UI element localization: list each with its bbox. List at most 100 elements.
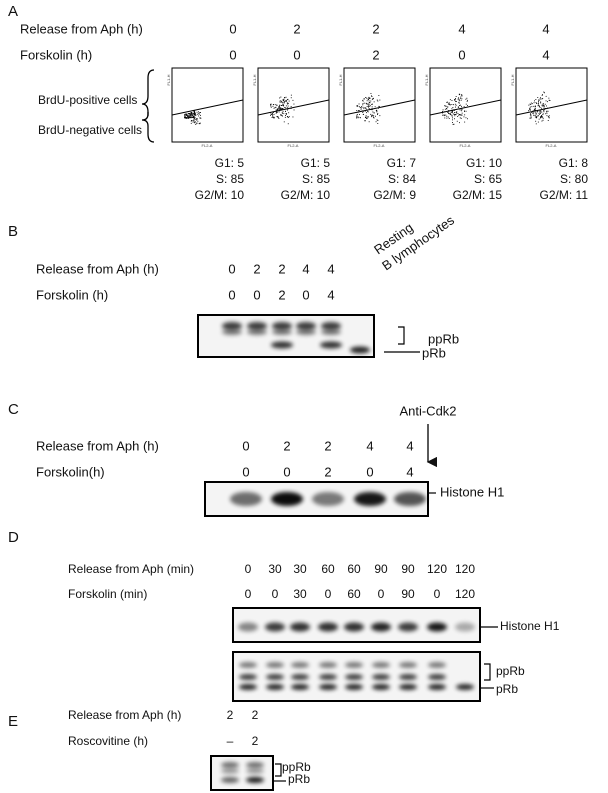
dot: [366, 100, 368, 102]
dot: [189, 113, 191, 115]
stat: S: 65: [474, 172, 502, 186]
band: [230, 492, 262, 506]
dot: [194, 122, 195, 124]
dot: [191, 120, 192, 121]
dot: [547, 116, 549, 117]
band: [221, 777, 239, 783]
dot: [530, 117, 532, 119]
stat: G2/M: 10: [195, 188, 245, 202]
dot: [280, 107, 282, 109]
band: [321, 329, 341, 335]
dot: [461, 105, 462, 107]
dot: [538, 105, 540, 107]
dot: [272, 116, 274, 117]
dot: [356, 116, 358, 118]
dot: [287, 98, 289, 100]
dot: [364, 120, 366, 122]
dot: [286, 113, 287, 115]
dot: [446, 115, 448, 117]
dot: [442, 111, 444, 113]
dot: [461, 95, 463, 97]
dot: [272, 105, 274, 107]
dot: [459, 99, 460, 101]
dot: [465, 103, 467, 105]
dot: [356, 105, 358, 106]
dot: [273, 113, 275, 115]
dot: [279, 109, 281, 111]
dot: [279, 101, 281, 103]
row-value: 2: [253, 261, 260, 276]
dot: [544, 92, 545, 94]
dot: [537, 97, 539, 98]
dot: [534, 111, 536, 113]
dot: [184, 114, 185, 116]
dot: [533, 105, 535, 107]
dot: [276, 104, 278, 106]
dot: [363, 98, 365, 100]
dot: [454, 100, 456, 101]
dot: [534, 100, 535, 102]
band-label: Histone H1: [500, 619, 560, 633]
band: [350, 346, 370, 354]
band: [271, 492, 303, 506]
dot: [195, 114, 197, 116]
band: [238, 622, 258, 632]
dot: [190, 114, 192, 116]
dot: [372, 108, 374, 110]
dot: [377, 114, 378, 115]
dot: [450, 111, 452, 113]
dot: [371, 108, 372, 110]
dot: [187, 118, 189, 119]
dot: [357, 105, 359, 107]
dot: [531, 103, 533, 105]
row-value: 0: [242, 464, 249, 479]
row-value: 4: [366, 438, 373, 453]
dot: [448, 110, 450, 111]
dot: [467, 99, 468, 101]
dot: [190, 111, 192, 113]
dot: [545, 100, 547, 102]
stat: G1: 7: [387, 156, 417, 170]
dot: [279, 105, 280, 107]
dot: [530, 102, 532, 104]
dot: [192, 121, 194, 123]
dot: [535, 105, 536, 107]
band: [321, 322, 341, 330]
dot: [548, 116, 550, 118]
band: [221, 762, 239, 768]
dot: [370, 93, 372, 94]
dot: [371, 115, 373, 117]
dot: [378, 107, 379, 109]
dot: [370, 100, 372, 102]
dot: [283, 121, 285, 123]
dot: [451, 100, 453, 101]
dot: [279, 104, 281, 106]
band: [272, 329, 292, 335]
dot: [544, 103, 546, 105]
band: [239, 684, 257, 690]
dot: [194, 112, 196, 114]
dot: [271, 117, 273, 118]
dot: [529, 107, 531, 109]
row-value: 0: [458, 47, 465, 62]
dot: [546, 111, 548, 113]
dot: [360, 111, 362, 112]
dot: [530, 115, 532, 117]
row-label: Release from Aph (h): [36, 438, 159, 453]
band-label: pRb: [496, 682, 518, 696]
dot: [284, 102, 285, 104]
row-value: 2: [252, 734, 259, 748]
dot: [529, 109, 531, 111]
row-value: 60: [347, 562, 361, 576]
row-label: Release from Aph (h): [20, 21, 143, 36]
bracket: [398, 326, 405, 345]
dot: [360, 107, 362, 109]
row-value: 2: [324, 464, 331, 479]
dot: [447, 106, 449, 108]
dot: [199, 122, 201, 124]
dot: [456, 120, 458, 122]
band: [345, 684, 363, 690]
blot-frame: [197, 314, 375, 358]
dot: [444, 111, 446, 113]
dot: [192, 116, 194, 118]
